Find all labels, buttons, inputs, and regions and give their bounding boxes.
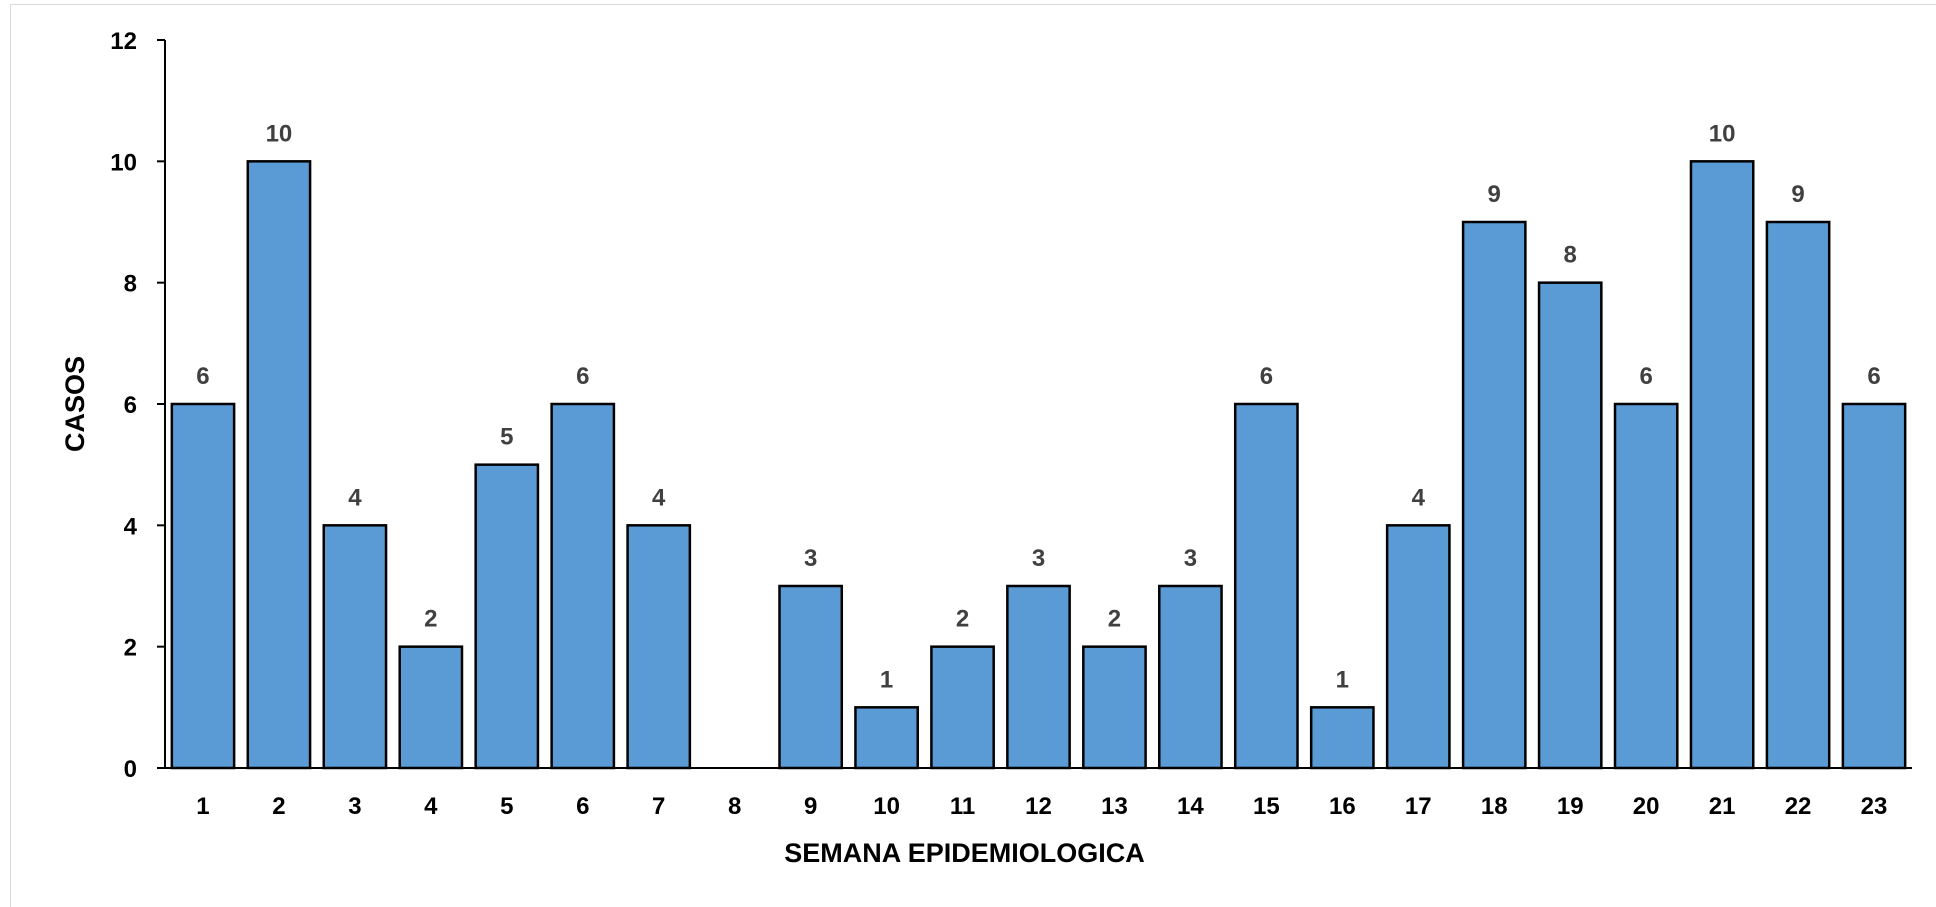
data-label-week-12: 3: [1032, 545, 1045, 572]
data-label-week-13: 2: [1108, 606, 1121, 633]
x-tick-label-21: 21: [1709, 793, 1736, 820]
bar-week-7: [626, 524, 692, 770]
y-tick-label-6: 12: [110, 28, 137, 55]
y-tick-label-2: 4: [124, 513, 138, 540]
bar-week-4: [398, 645, 464, 770]
x-tick-label-3: 3: [348, 793, 361, 820]
bar-week-18: [1461, 220, 1527, 770]
bar-week-15: [1233, 402, 1299, 770]
data-label-week-9: 3: [804, 545, 817, 572]
data-label-week-14: 3: [1184, 545, 1197, 572]
bar-week-9: [778, 584, 844, 770]
data-labels-group: 6 10 4 2 5 6 4 3 1 2 3 2 3 6 1 4 9 8 6 10 9 6: [196, 120, 1880, 693]
x-tick-label-12: 12: [1025, 793, 1052, 820]
bar-week-12: [1006, 584, 1071, 770]
data-label-week-15: 6: [1260, 363, 1273, 390]
bar-week-3: [322, 524, 388, 770]
data-label-week-6: 6: [576, 363, 589, 390]
data-label-week-5: 5: [500, 424, 513, 451]
bar-week-22: [1765, 220, 1831, 770]
bar-week-13: [1082, 645, 1147, 770]
data-label-week-11: 2: [956, 606, 969, 633]
x-tick-label-9: 9: [804, 793, 817, 820]
bar-week-16: [1309, 706, 1375, 770]
data-label-week-2: 10: [266, 120, 293, 147]
bar-week-5: [474, 463, 540, 770]
x-axis-ticks: 1 2 3 4 5 6 7 8 9 10 11 12 13 14 15 16 17 18 19 20 21 22 23: [196, 793, 1887, 820]
data-label-week-16: 1: [1336, 666, 1349, 693]
x-tick-label-6: 6: [576, 793, 589, 820]
x-tick-label-4: 4: [424, 793, 438, 820]
y-tick-label-4: 8: [124, 271, 137, 298]
x-tick-label-19: 19: [1557, 793, 1584, 820]
data-label-week-3: 4: [348, 484, 362, 511]
data-label-week-23: 6: [1867, 363, 1880, 390]
x-tick-label-5: 5: [500, 793, 513, 820]
bar-week-11: [930, 645, 995, 770]
data-label-week-17: 4: [1412, 484, 1426, 511]
bar-week-20: [1613, 402, 1679, 770]
x-tick-label-1: 1: [196, 793, 209, 820]
x-tick-label-2: 2: [272, 793, 285, 820]
x-tick-label-13: 13: [1101, 793, 1128, 820]
bar-week-19: [1537, 281, 1603, 770]
y-axis-title: CASOS: [60, 356, 90, 452]
x-tick-label-17: 17: [1405, 793, 1432, 820]
x-tick-label-11: 11: [950, 793, 975, 820]
y-tick-label-0: 0: [124, 756, 137, 783]
data-label-week-1: 6: [196, 363, 209, 390]
x-tick-label-8: 8: [728, 793, 741, 820]
data-label-week-20: 6: [1639, 363, 1652, 390]
x-axis-title: SEMANA EPIDEMIOLOGICA: [784, 838, 1145, 868]
x-tick-label-7: 7: [652, 793, 665, 820]
bar-week-17: [1385, 524, 1451, 770]
bar-week-21: [1689, 160, 1755, 770]
chart-area: [10, 4, 1936, 907]
x-tick-label-23: 23: [1861, 793, 1888, 820]
x-tick-label-20: 20: [1633, 793, 1660, 820]
x-tick-label-16: 16: [1329, 793, 1356, 820]
bar-week-1: [170, 402, 236, 770]
x-tick-label-14: 14: [1177, 793, 1204, 820]
bar-week-14: [1158, 584, 1223, 770]
y-tick-label-5: 10: [110, 149, 137, 176]
x-tick-label-15: 15: [1253, 793, 1280, 820]
x-tick-label-18: 18: [1481, 793, 1508, 820]
data-label-week-18: 9: [1488, 181, 1501, 208]
bar-week-23: [1841, 402, 1907, 770]
bars-group: [170, 160, 1907, 770]
data-label-week-22: 9: [1791, 181, 1804, 208]
x-tick-label-10: 10: [873, 793, 900, 820]
bar-week-2: [246, 160, 312, 770]
data-label-week-10: 1: [880, 666, 893, 693]
data-label-week-19: 8: [1564, 242, 1577, 269]
bar-week-10: [854, 706, 919, 770]
data-label-week-21: 10: [1709, 120, 1736, 147]
data-label-week-7: 4: [652, 484, 666, 511]
y-tick-label-1: 2: [124, 635, 137, 662]
bar-week-6: [550, 402, 616, 770]
x-tick-label-22: 22: [1785, 793, 1812, 820]
y-tick-label-3: 6: [124, 392, 137, 419]
data-label-week-4: 2: [424, 606, 437, 633]
y-axis-ticks: 0 2 4 6 8 10 12: [110, 28, 165, 783]
